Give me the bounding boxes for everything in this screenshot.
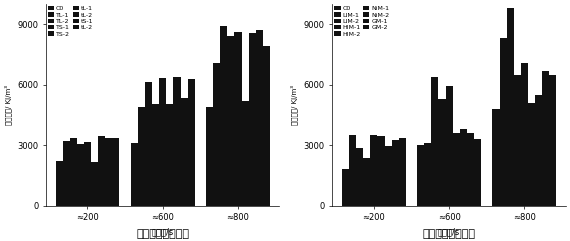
Bar bbox=[166, 104, 173, 206]
Bar bbox=[417, 145, 424, 206]
Bar bbox=[84, 142, 91, 206]
Bar bbox=[181, 98, 188, 206]
Bar bbox=[91, 162, 98, 206]
Bar bbox=[105, 138, 112, 206]
Y-axis label: 冲击韧度/ KJ/m³: 冲击韧度/ KJ/m³ bbox=[291, 85, 298, 125]
Bar bbox=[145, 82, 152, 206]
Bar bbox=[460, 129, 467, 206]
Bar bbox=[377, 136, 385, 206]
Bar bbox=[446, 86, 453, 206]
Bar bbox=[349, 135, 356, 206]
Bar bbox=[173, 77, 181, 206]
X-axis label: 应变率/s: 应变率/s bbox=[438, 228, 461, 237]
Bar bbox=[188, 79, 195, 206]
Bar bbox=[249, 33, 256, 206]
Bar bbox=[392, 140, 399, 206]
Bar bbox=[342, 169, 349, 206]
Bar bbox=[385, 146, 392, 206]
Bar bbox=[549, 75, 556, 206]
Bar bbox=[474, 139, 481, 206]
Bar bbox=[356, 148, 363, 206]
Bar bbox=[492, 109, 499, 206]
X-axis label: 应变率/s: 应变率/s bbox=[152, 228, 174, 237]
Bar bbox=[424, 143, 431, 206]
Bar bbox=[63, 141, 70, 206]
Bar bbox=[70, 138, 77, 206]
Bar bbox=[206, 107, 213, 206]
Bar bbox=[431, 77, 438, 206]
Bar bbox=[112, 138, 120, 206]
Bar bbox=[152, 104, 159, 206]
Text: 特殊多壁碳纳米管: 特殊多壁碳纳米管 bbox=[423, 229, 475, 239]
Bar bbox=[227, 36, 234, 206]
Bar bbox=[363, 158, 371, 206]
Bar bbox=[77, 144, 84, 206]
Bar bbox=[514, 75, 521, 206]
Bar bbox=[467, 133, 474, 206]
Bar bbox=[234, 32, 242, 206]
Bar bbox=[242, 101, 249, 206]
Bar bbox=[528, 103, 535, 206]
Bar bbox=[535, 95, 542, 206]
Bar bbox=[213, 63, 220, 206]
Bar bbox=[399, 138, 406, 206]
Bar bbox=[499, 38, 507, 206]
Bar bbox=[131, 143, 138, 206]
Legend: C0, TL-1, TL-2, TS-1, TS-2, tL-1, tL-2, tS-1, tL-2: C0, TL-1, TL-2, TS-1, TS-2, tL-1, tL-2, … bbox=[47, 5, 94, 37]
Y-axis label: 冲击韧度/ KJ/m³: 冲击韧度/ KJ/m³ bbox=[4, 85, 12, 125]
Bar bbox=[521, 63, 528, 206]
Bar bbox=[438, 99, 446, 206]
Legend: C0, LIM-1, LIM-2, HIM-1, HIM-2, NiM-1, NiM-2, GM-1, GM-2: C0, LIM-1, LIM-2, HIM-1, HIM-2, NiM-1, N… bbox=[333, 5, 390, 37]
Bar bbox=[55, 161, 63, 206]
Bar bbox=[138, 107, 145, 206]
Bar bbox=[159, 78, 166, 206]
Text: 普通多壁碳纳米管: 普通多壁碳纳米管 bbox=[136, 229, 189, 239]
Bar bbox=[370, 135, 377, 206]
Bar bbox=[220, 26, 227, 206]
Bar bbox=[263, 47, 270, 206]
Bar bbox=[507, 8, 514, 206]
Bar bbox=[98, 136, 105, 206]
Bar bbox=[542, 71, 549, 206]
Bar bbox=[453, 133, 460, 206]
Bar bbox=[256, 30, 263, 206]
